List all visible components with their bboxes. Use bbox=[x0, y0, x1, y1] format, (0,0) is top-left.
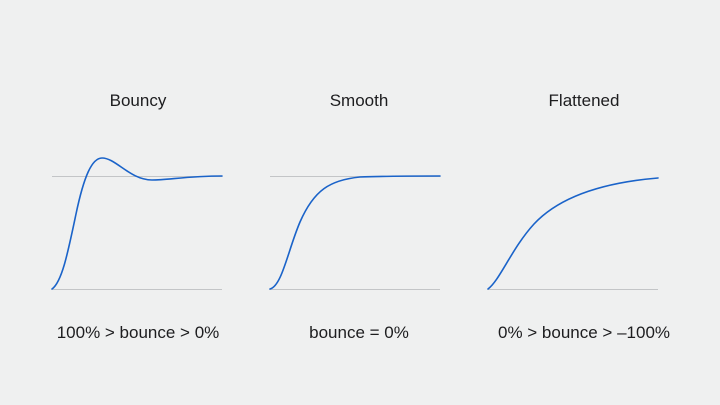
panel-caption-flattened: 0% > bounce > –100% bbox=[497, 323, 671, 342]
panel-flattened-graph bbox=[487, 177, 659, 290]
panel-title-flattened: Flattened bbox=[548, 91, 620, 110]
panel-smooth-graph bbox=[269, 175, 441, 290]
panel-caption-bouncy: 100% > bounce > 0% bbox=[56, 323, 220, 342]
panel-bouncy-graph bbox=[51, 157, 223, 290]
flattened-curve bbox=[487, 177, 659, 290]
panel-title-smooth: Smooth bbox=[329, 91, 389, 110]
panel-title-bouncy: Bouncy bbox=[109, 91, 167, 110]
panel-caption-smooth: bounce = 0% bbox=[309, 323, 409, 342]
bouncy-curve bbox=[51, 157, 223, 290]
smooth-curve bbox=[269, 175, 441, 290]
